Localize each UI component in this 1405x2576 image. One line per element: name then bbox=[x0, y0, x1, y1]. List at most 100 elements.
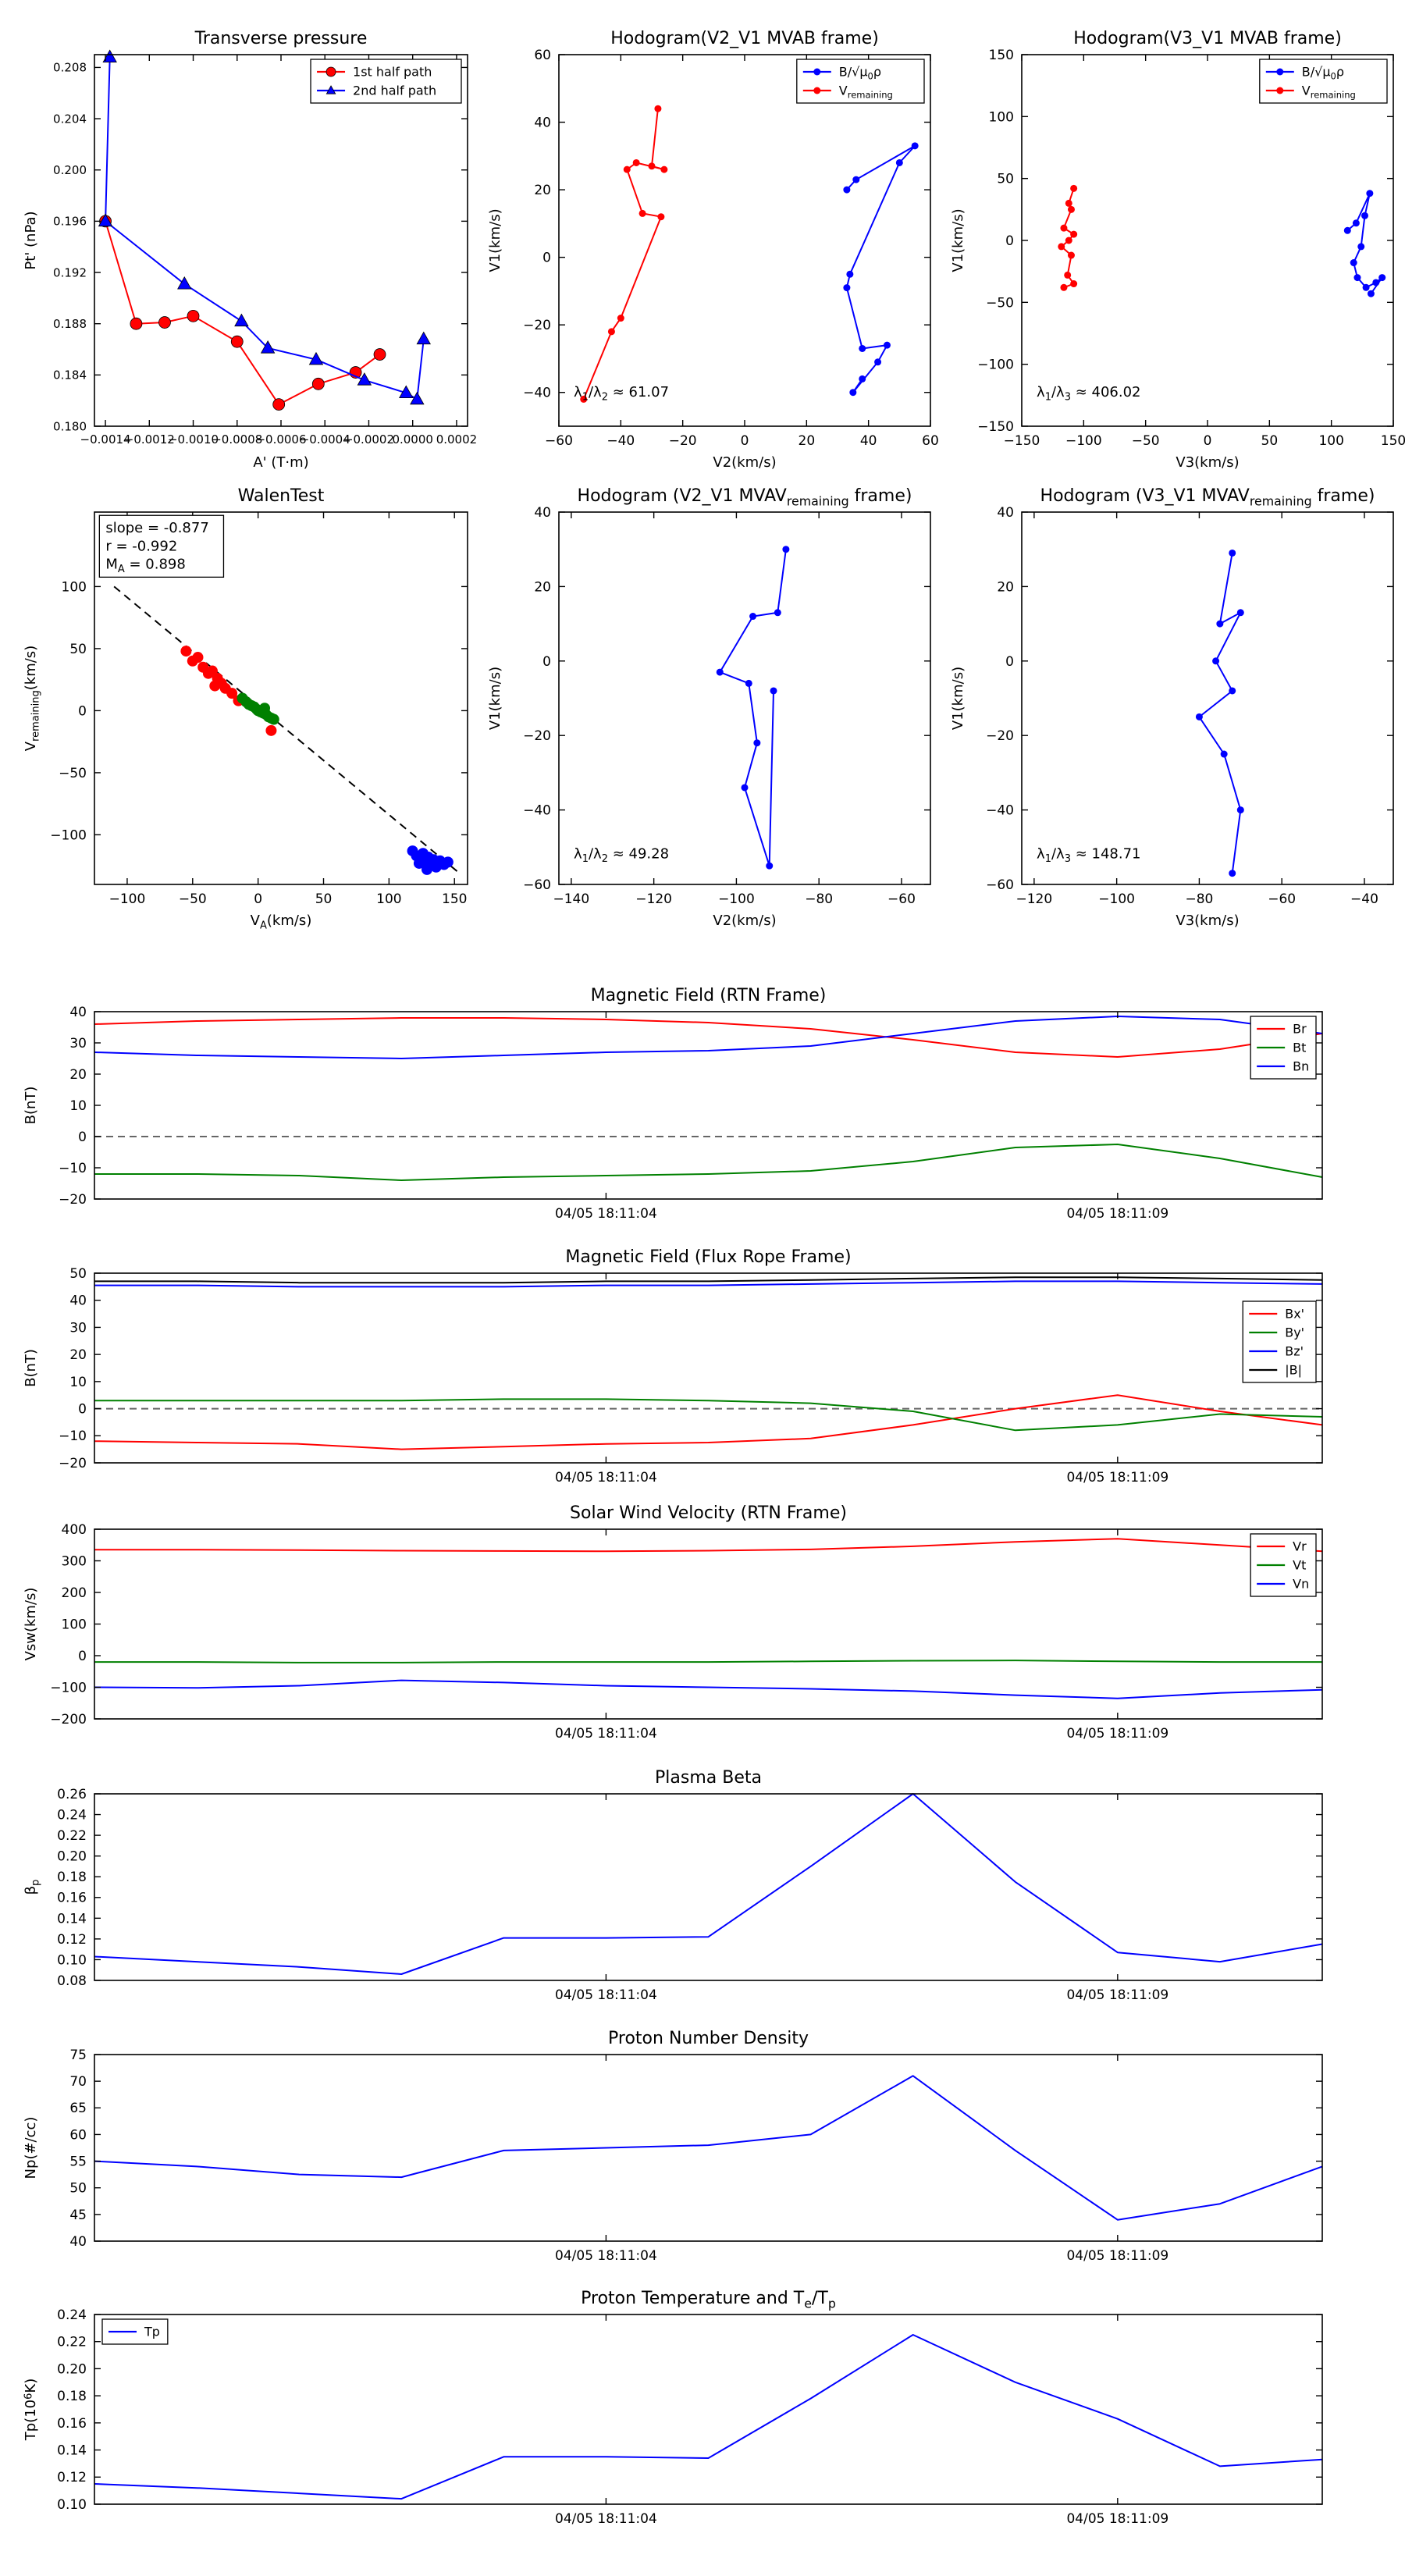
x-axis-label: V3(km/s) bbox=[1176, 913, 1239, 929]
series-marker bbox=[852, 176, 860, 183]
legend-label: Bn bbox=[1293, 1059, 1309, 1074]
series-line bbox=[94, 1660, 1322, 1663]
x-axis-label: V2(km/s) bbox=[713, 454, 776, 471]
annotation-text: MA = 0.898 bbox=[105, 556, 186, 575]
hodogram_v3v1_mvab-chart: −150 −100 −50 0 50 100 150 −150 −100 −50 0 50 100 150… bbox=[950, 29, 1405, 471]
series-marker bbox=[580, 395, 588, 403]
y-tick-label: 0.08 bbox=[57, 1973, 87, 1989]
series-marker bbox=[883, 341, 891, 349]
series-marker bbox=[1353, 274, 1361, 282]
x-tick-label: −0.0004 bbox=[300, 432, 350, 447]
annotation-text: λ1/λ3 ≈ 406.02 bbox=[1037, 384, 1140, 404]
plasma_beta-chart: 04/05 18:11:04 04/05 18:11:09 0.08 0.10 0.12… bbox=[23, 1768, 1323, 2003]
y-tick-label: −100 bbox=[50, 1680, 87, 1695]
legend-box bbox=[1242, 1300, 1317, 1383]
series-marker bbox=[1065, 237, 1072, 244]
mag_rtn-series-1 bbox=[94, 1144, 1323, 1181]
y-tick-label: 0.22 bbox=[57, 1828, 87, 1844]
y-tick-label: 0.180 bbox=[53, 419, 87, 433]
series-marker bbox=[1212, 657, 1220, 665]
axes-frame bbox=[558, 511, 931, 885]
series-line bbox=[94, 1144, 1323, 1181]
hodogram_v2v1_mvab-series-1 bbox=[580, 105, 668, 403]
y-axis-label: B(nT) bbox=[23, 1087, 39, 1125]
y-tick-label: −60 bbox=[523, 877, 551, 893]
series-marker bbox=[130, 317, 143, 330]
x-tick-label: 20 bbox=[799, 433, 816, 449]
x-tick-label: 50 bbox=[1261, 433, 1279, 449]
axes-frame bbox=[94, 1272, 1323, 1464]
y-tick-label: 0.208 bbox=[53, 61, 87, 75]
series-marker bbox=[859, 375, 866, 382]
chart-title: Transverse pressure bbox=[194, 29, 368, 48]
series-marker bbox=[766, 862, 774, 870]
series-line bbox=[719, 549, 787, 867]
walen_test-chart: −100 −50 0 50 100 150 −100 −50 0 50 100 WalenTest VA… bbox=[23, 486, 468, 932]
x-tick-label: −100 bbox=[718, 891, 755, 907]
y-tick-label: 0.24 bbox=[57, 2307, 87, 2323]
axes-frame bbox=[94, 1011, 1323, 1200]
hodogram_v2v1_mvab-chart: −60 −40 −20 0 20 40 60 −40 −20 0 20 40 60 Hodogram(V2… bbox=[487, 29, 939, 471]
series-marker bbox=[753, 739, 761, 747]
x-tick-label: 100 bbox=[1318, 433, 1343, 449]
series-marker bbox=[749, 613, 757, 621]
y-tick-label: 200 bbox=[62, 1585, 87, 1601]
y-tick-label: −50 bbox=[59, 766, 87, 781]
mag_flux_rope-series-0 bbox=[94, 1394, 1323, 1450]
series-marker bbox=[1372, 279, 1380, 286]
hodogram_v3v1_mvav-series-0 bbox=[1195, 549, 1244, 877]
legend-label: Br bbox=[1293, 1022, 1307, 1037]
x-tick-label: 04/05 18:11:04 bbox=[555, 1470, 657, 1485]
mag_flux_rope-series-2 bbox=[94, 1280, 1323, 1288]
chart-title: Hodogram (V2_V1 MVAVremaining frame) bbox=[578, 486, 912, 509]
x-tick-label: −0.0014 bbox=[80, 432, 131, 447]
series-marker bbox=[268, 713, 279, 725]
series-marker bbox=[234, 313, 249, 327]
y-tick-label: 75 bbox=[69, 2048, 87, 2063]
annotation-text: λ1/λ3 ≈ 148.71 bbox=[1037, 846, 1140, 866]
series-marker bbox=[1229, 549, 1236, 557]
y-tick-label: 10 bbox=[69, 1098, 87, 1114]
series-marker bbox=[911, 142, 919, 150]
series-marker bbox=[373, 348, 386, 361]
y-tick-label: 0.10 bbox=[57, 1952, 87, 1968]
y-tick-label: 100 bbox=[62, 579, 87, 595]
x-tick-label: 04/05 18:11:09 bbox=[1066, 2248, 1168, 2264]
y-tick-label: 300 bbox=[62, 1553, 87, 1569]
series-marker bbox=[230, 335, 244, 348]
y-tick-label: 0 bbox=[78, 703, 87, 719]
x-tick-label: 04/05 18:11:09 bbox=[1066, 1470, 1168, 1485]
axes-frame bbox=[94, 2054, 1323, 2242]
walen_test-series-1 bbox=[237, 692, 279, 725]
y-tick-label: 0.16 bbox=[57, 2416, 87, 2432]
y-axis-label: V1(km/s) bbox=[950, 208, 966, 272]
x-tick-label: −80 bbox=[1185, 891, 1213, 907]
series-marker bbox=[660, 165, 668, 173]
y-tick-label: 0.12 bbox=[57, 2470, 87, 2485]
y-tick-label: −40 bbox=[523, 386, 551, 401]
y-tick-label: 10 bbox=[69, 1375, 87, 1390]
y-tick-label: −20 bbox=[523, 318, 551, 333]
series-marker bbox=[1216, 620, 1224, 628]
x-tick-label: 04/05 18:11:04 bbox=[555, 2248, 657, 2264]
series-marker bbox=[226, 688, 238, 699]
series-marker bbox=[98, 213, 113, 227]
series-marker bbox=[1343, 226, 1351, 234]
legend-label: By' bbox=[1285, 1325, 1304, 1340]
series-marker bbox=[607, 328, 615, 336]
y-axis-label: V1(km/s) bbox=[950, 667, 966, 730]
x-tick-label: 0 bbox=[254, 891, 262, 907]
proton_density-series-0 bbox=[94, 2075, 1323, 2221]
series-marker bbox=[638, 209, 646, 217]
y-tick-label: 70 bbox=[69, 2074, 87, 2090]
series-marker bbox=[1366, 190, 1374, 197]
y-tick-label: 0 bbox=[78, 1130, 87, 1145]
y-tick-label: 0.196 bbox=[53, 215, 87, 229]
series-line bbox=[94, 1394, 1323, 1450]
y-tick-label: 45 bbox=[69, 2208, 87, 2223]
y-tick-label: −10 bbox=[59, 1429, 87, 1444]
series-line bbox=[94, 2334, 1323, 2500]
y-tick-label: 50 bbox=[997, 172, 1014, 187]
y-tick-label: 40 bbox=[997, 505, 1014, 521]
y-tick-label: 0.24 bbox=[57, 1808, 87, 1823]
